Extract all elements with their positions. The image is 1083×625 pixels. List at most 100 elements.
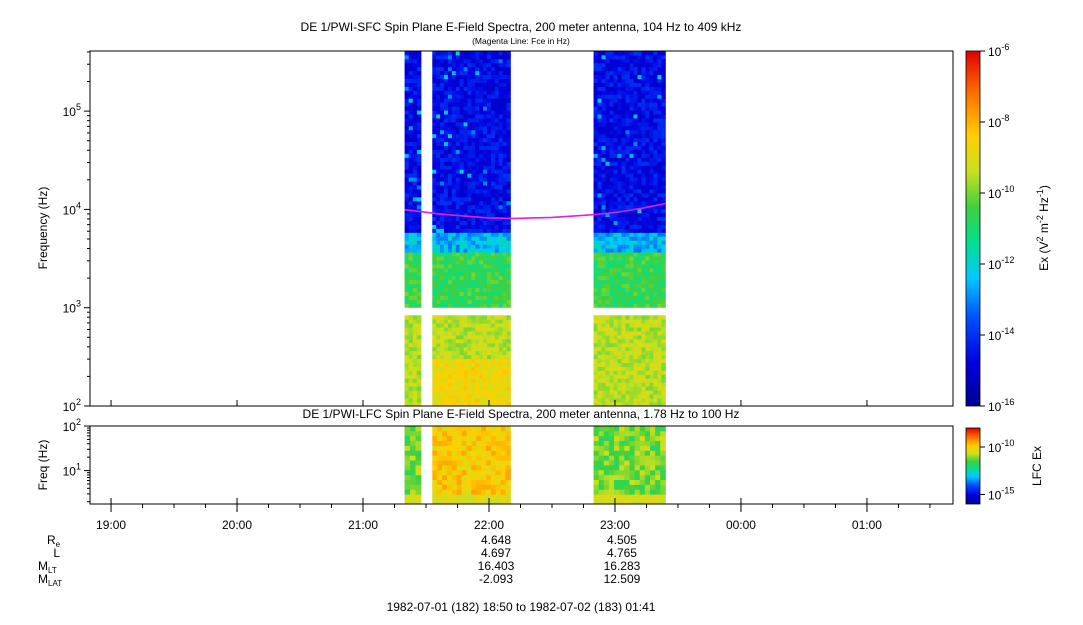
spectrogram-cell bbox=[475, 275, 480, 281]
spectrogram-cell bbox=[412, 70, 418, 76]
spectrogram-cell bbox=[605, 354, 610, 360]
spectrogram-cell bbox=[466, 426, 472, 432]
spectrogram-cell bbox=[629, 256, 634, 261]
spectrogram-cell bbox=[617, 390, 622, 395]
spectrogram-cell bbox=[486, 165, 492, 170]
spectrogram-cell bbox=[593, 271, 598, 277]
spectrogram-cell bbox=[617, 315, 622, 320]
spectrogram-cell bbox=[641, 346, 646, 352]
spectrogram-cell bbox=[502, 252, 507, 257]
spectrogram-cell bbox=[475, 295, 480, 300]
spectrogram-cell bbox=[617, 145, 622, 151]
spectrogram-cell bbox=[601, 145, 606, 151]
spectrogram-cell bbox=[597, 196, 602, 202]
spectrogram-cell bbox=[617, 114, 622, 119]
spectrogram-cell bbox=[613, 319, 618, 324]
spectrogram-cell bbox=[609, 189, 614, 194]
spectrogram-cell bbox=[436, 58, 441, 64]
spectrogram-cell bbox=[506, 248, 511, 253]
spectrogram-cell bbox=[506, 338, 511, 344]
spectrogram-cell bbox=[444, 161, 449, 166]
spectrogram-cell bbox=[408, 181, 414, 186]
spectrogram-cell bbox=[456, 479, 462, 485]
spectrogram-cell bbox=[471, 216, 476, 222]
spectrogram-cell bbox=[471, 374, 476, 379]
spectrogram-cell bbox=[479, 145, 484, 151]
spectrogram-cell bbox=[495, 430, 502, 437]
spectrogram-cell bbox=[412, 323, 418, 328]
spectrogram-cell bbox=[506, 390, 511, 395]
spectrogram-cell bbox=[505, 474, 511, 481]
spectrogram-cell bbox=[614, 430, 620, 437]
spectrogram-cell bbox=[637, 208, 642, 214]
spectrogram-cell bbox=[598, 484, 605, 490]
spectrogram-cell bbox=[436, 114, 441, 119]
spectrogram-cell bbox=[633, 145, 638, 151]
spectrogram-cell bbox=[597, 283, 602, 289]
spectrogram-cell bbox=[609, 370, 614, 375]
spectrogram-cell bbox=[432, 54, 437, 60]
spectrogram-cell bbox=[440, 299, 445, 304]
spectrogram-cell bbox=[416, 279, 422, 285]
spectrogram-cell bbox=[653, 129, 658, 135]
spectrogram-cell bbox=[416, 82, 422, 87]
spectrogram-cell bbox=[475, 200, 480, 206]
spectrogram-cell bbox=[498, 240, 504, 245]
spectrogram-cell bbox=[621, 303, 626, 308]
spectrogram-cell bbox=[629, 122, 634, 127]
spectrogram-cell bbox=[412, 200, 418, 206]
spectrogram-cell bbox=[408, 196, 414, 202]
spectrogram-cell bbox=[621, 252, 626, 257]
spectrogram-cell bbox=[459, 252, 464, 257]
spectrogram-cell bbox=[649, 440, 656, 446]
spectrogram-cell bbox=[593, 264, 598, 269]
spectrogram-cell bbox=[432, 291, 437, 296]
spectrogram-cell bbox=[605, 185, 610, 190]
spectrogram-cell bbox=[629, 386, 634, 391]
spectrogram-cell bbox=[661, 51, 666, 56]
spectrogram-cell bbox=[657, 208, 662, 214]
spectrogram-cell bbox=[459, 390, 464, 395]
spectrogram-cell bbox=[637, 287, 642, 293]
spectrogram-cell bbox=[613, 271, 618, 277]
spectrogram-cell bbox=[447, 51, 453, 56]
spectrogram-cell bbox=[502, 232, 507, 237]
spectrogram-cell bbox=[416, 220, 422, 225]
spectrogram-cell bbox=[660, 465, 666, 471]
spectrogram-cell bbox=[597, 173, 602, 178]
spectrogram-cell bbox=[637, 66, 642, 72]
spectrogram-cell bbox=[412, 106, 418, 111]
spectrogram-cell bbox=[655, 450, 661, 456]
spectrogram-cell bbox=[613, 208, 618, 214]
spectrogram-cell bbox=[463, 54, 468, 60]
spectrogram-cell bbox=[601, 122, 606, 127]
spectrogram-cell bbox=[412, 295, 418, 300]
spectrogram-cell bbox=[467, 354, 472, 360]
spectrogram-cell bbox=[404, 173, 410, 178]
spectrogram-cell bbox=[601, 260, 606, 265]
spectrogram-cell bbox=[593, 185, 598, 190]
spectrogram-cell bbox=[605, 193, 610, 198]
spectrogram-cell bbox=[613, 212, 618, 218]
spectrogram-cell bbox=[404, 366, 410, 371]
spectrogram-cell bbox=[498, 271, 504, 277]
spectrogram-cell bbox=[657, 256, 662, 261]
spectrogram-cell bbox=[657, 354, 662, 360]
spectrogram-cell bbox=[444, 323, 449, 328]
spectrogram-cell bbox=[609, 58, 614, 64]
spectrogram-cell bbox=[601, 133, 606, 139]
spectrogram-cell bbox=[657, 275, 662, 281]
spectrogram-cell bbox=[617, 346, 622, 352]
spectrogram-cell bbox=[625, 86, 630, 91]
spectrogram-cell bbox=[494, 279, 500, 285]
ephemeris-value: 4.648 bbox=[481, 533, 511, 547]
spectrogram-cell bbox=[619, 479, 625, 485]
spectrogram-cell bbox=[653, 62, 658, 68]
spectrogram-cell bbox=[613, 370, 618, 375]
spectrogram-cell bbox=[637, 264, 642, 269]
spectrogram-cell bbox=[593, 169, 598, 174]
spectrogram-cell bbox=[601, 153, 606, 158]
spectrogram-cell bbox=[479, 319, 484, 324]
spectrogram-cell bbox=[502, 378, 507, 383]
spectrogram-cell bbox=[641, 256, 646, 261]
